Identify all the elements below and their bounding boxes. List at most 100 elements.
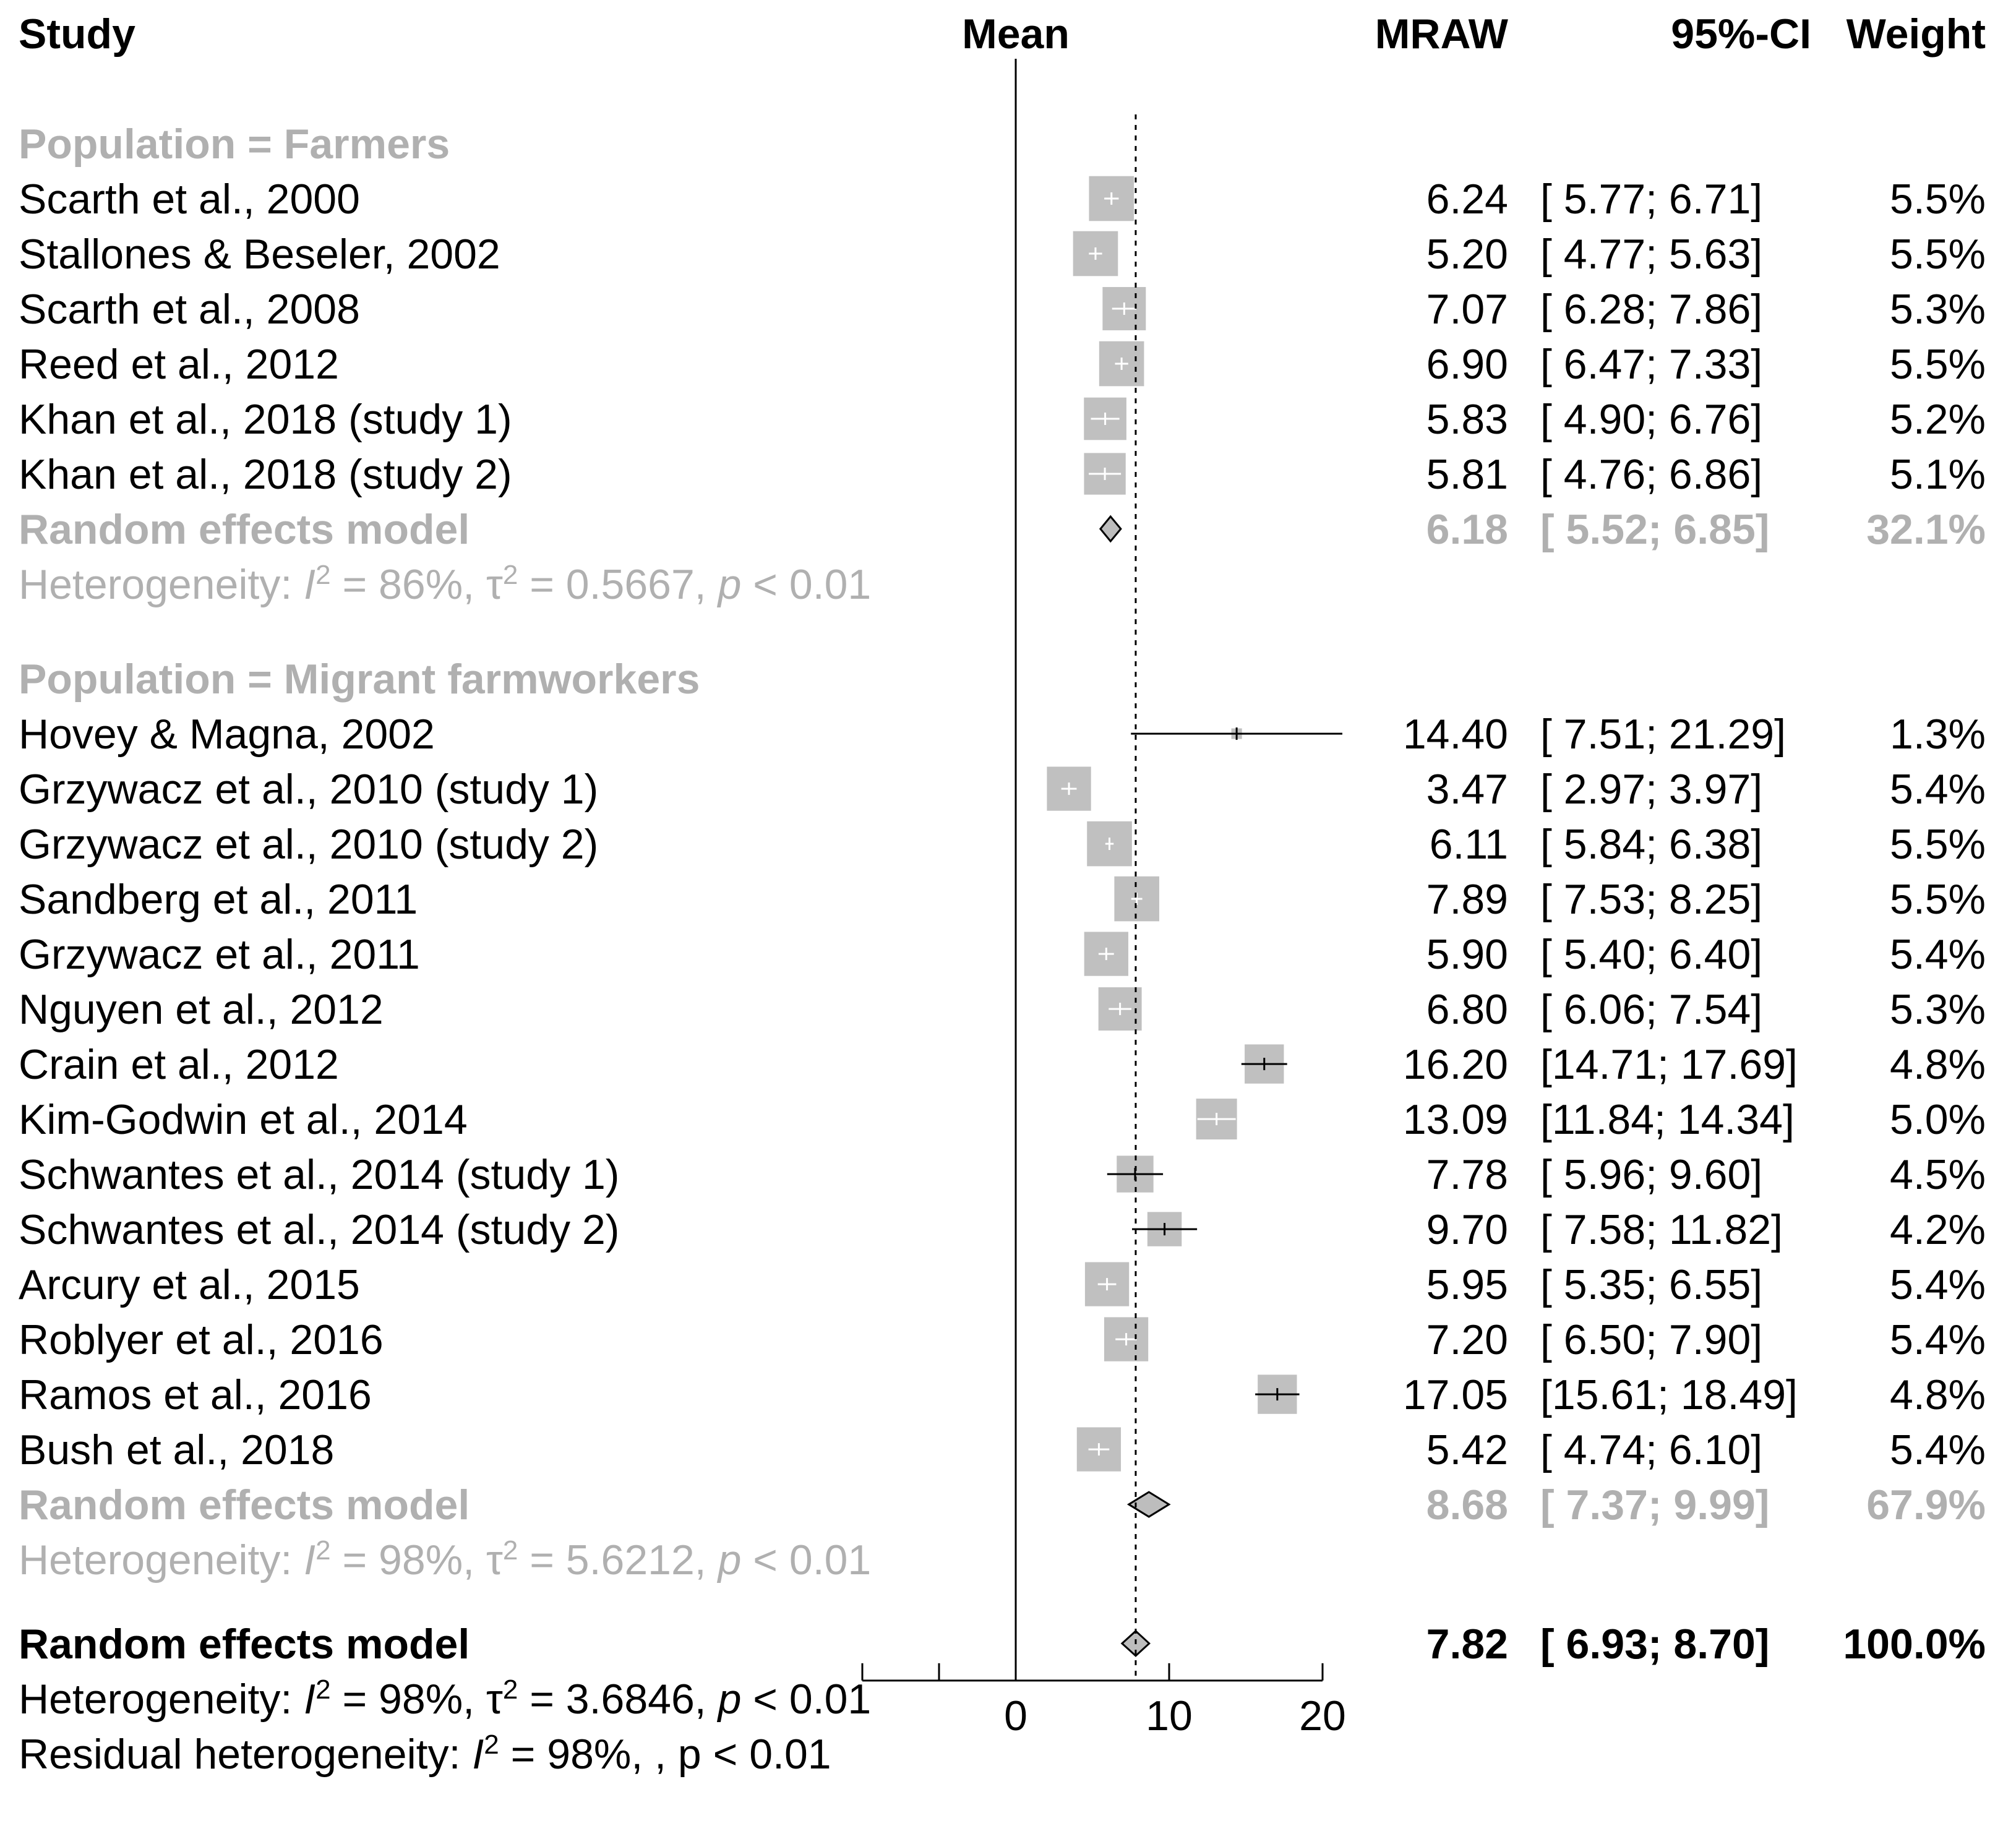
study-name: Bush et al., 2018 bbox=[19, 1426, 334, 1473]
ci-value: [ 5.35; 6.55] bbox=[1540, 1261, 1762, 1308]
study-name: Grzywacz et al., 2011 bbox=[19, 931, 420, 978]
header-weight: Weight bbox=[1847, 11, 1986, 58]
ci-value: [ 4.77; 5.63] bbox=[1540, 231, 1762, 278]
residual-heterogeneity: Residual heterogeneity: I2 = 98%, , p < … bbox=[19, 1729, 831, 1778]
mraw-value: 5.20 bbox=[1426, 231, 1508, 278]
subgroup-model-mraw: 6.18 bbox=[1426, 506, 1508, 553]
mraw-value: 5.42 bbox=[1426, 1426, 1508, 1473]
study-name: Schwantes et al., 2014 (study 2) bbox=[19, 1206, 619, 1253]
study-name: Nguyen et al., 2012 bbox=[19, 986, 384, 1033]
x-tick-label: 10 bbox=[1146, 1692, 1193, 1739]
weight-value: 4.8% bbox=[1890, 1041, 1986, 1088]
mraw-value: 13.09 bbox=[1403, 1096, 1508, 1143]
x-tick-label: 0 bbox=[1004, 1692, 1027, 1739]
subgroup-model-ci: [ 5.52; 6.85] bbox=[1540, 506, 1769, 553]
mraw-value: 6.11 bbox=[1430, 821, 1508, 868]
x-tick-label: 20 bbox=[1299, 1692, 1346, 1739]
weight-value: 5.4% bbox=[1890, 766, 1986, 813]
header-mean: Mean bbox=[962, 11, 1070, 58]
study-name: Ramos et al., 2016 bbox=[19, 1371, 372, 1418]
weight-value: 5.4% bbox=[1890, 1316, 1986, 1363]
header-mraw: MRAW bbox=[1375, 11, 1509, 58]
ci-value: [15.61; 18.49] bbox=[1540, 1371, 1798, 1418]
subgroup-heterogeneity: Heterogeneity: I2 = 86%, τ2 = 0.5667, p … bbox=[19, 560, 871, 609]
weight-value: 5.5% bbox=[1890, 231, 1986, 278]
ci-value: [ 5.96; 9.60] bbox=[1540, 1151, 1762, 1198]
mraw-value: 7.78 bbox=[1426, 1151, 1508, 1198]
weight-value: 5.2% bbox=[1890, 396, 1986, 443]
mraw-value: 6.90 bbox=[1426, 341, 1508, 388]
ci-value: [11.84; 14.34] bbox=[1540, 1096, 1795, 1143]
mraw-value: 5.90 bbox=[1426, 931, 1508, 978]
ci-value: [ 6.47; 7.33] bbox=[1540, 341, 1762, 388]
study-name: Grzywacz et al., 2010 (study 2) bbox=[19, 821, 598, 868]
header-ci: 95%-CI bbox=[1671, 11, 1811, 58]
mraw-value: 14.40 bbox=[1403, 711, 1508, 758]
study-name: Sandberg et al., 2011 bbox=[19, 876, 418, 923]
study-name: Scarth et al., 2000 bbox=[19, 176, 360, 223]
mraw-value: 16.20 bbox=[1403, 1041, 1508, 1088]
ci-value: [ 5.77; 6.71] bbox=[1540, 176, 1762, 223]
weight-value: 5.1% bbox=[1890, 451, 1986, 498]
subgroup-label: Population = Farmers bbox=[19, 121, 450, 168]
weight-value: 5.4% bbox=[1890, 931, 1986, 978]
ci-value: [ 6.50; 7.90] bbox=[1540, 1316, 1762, 1363]
study-name: Stallones & Beseler, 2002 bbox=[19, 231, 500, 278]
study-name: Hovey & Magna, 2002 bbox=[19, 711, 435, 758]
mraw-value: 7.20 bbox=[1426, 1316, 1508, 1363]
study-name: Schwantes et al., 2014 (study 1) bbox=[19, 1151, 619, 1198]
overall-model-ci: [ 6.93; 8.70] bbox=[1540, 1621, 1769, 1668]
overall-model-label: Random effects model bbox=[19, 1621, 470, 1668]
ci-value: [ 6.06; 7.54] bbox=[1540, 986, 1762, 1033]
study-name: Arcury et al., 2015 bbox=[19, 1261, 360, 1308]
ci-value: [ 7.58; 11.82] bbox=[1540, 1206, 1783, 1253]
subgroup-model-label: Random effects model bbox=[19, 506, 470, 553]
weight-value: 5.5% bbox=[1890, 341, 1986, 388]
subgroup-model-ci: [ 7.37; 9.99] bbox=[1540, 1481, 1769, 1528]
ci-value: [ 4.76; 6.86] bbox=[1540, 451, 1762, 498]
ci-value: [ 4.90; 6.76] bbox=[1540, 396, 1762, 443]
weight-value: 5.3% bbox=[1890, 986, 1986, 1033]
ci-value: [ 2.97; 3.97] bbox=[1540, 766, 1762, 813]
mraw-value: 6.80 bbox=[1426, 986, 1508, 1033]
weight-value: 5.0% bbox=[1890, 1096, 1986, 1143]
mraw-value: 17.05 bbox=[1403, 1371, 1508, 1418]
subgroup-model-weight: 67.9% bbox=[1866, 1481, 1986, 1528]
subgroup-label: Population = Migrant farmworkers bbox=[19, 656, 700, 703]
study-name: Roblyer et al., 2016 bbox=[19, 1316, 384, 1363]
ci-value: [14.71; 17.69] bbox=[1540, 1041, 1798, 1088]
weight-value: 4.5% bbox=[1890, 1151, 1986, 1198]
ci-value: [ 4.74; 6.10] bbox=[1540, 1426, 1762, 1473]
mraw-value: 6.24 bbox=[1426, 176, 1508, 223]
study-name: Kim-Godwin et al., 2014 bbox=[19, 1096, 468, 1143]
mraw-value: 7.89 bbox=[1426, 876, 1508, 923]
subgroup-heterogeneity: Heterogeneity: I2 = 98%, τ2 = 5.6212, p … bbox=[19, 1535, 871, 1584]
weight-value: 5.4% bbox=[1890, 1426, 1986, 1473]
mraw-value: 9.70 bbox=[1426, 1206, 1508, 1253]
mraw-value: 7.07 bbox=[1426, 286, 1508, 333]
subgroup-diamond bbox=[1126, 1491, 1171, 1518]
overall-model-mraw: 7.82 bbox=[1426, 1621, 1508, 1668]
study-name: Crain et al., 2012 bbox=[19, 1041, 339, 1088]
study-name: Khan et al., 2018 (study 2) bbox=[19, 451, 512, 498]
mraw-value: 5.95 bbox=[1426, 1261, 1508, 1308]
subgroup-model-label: Random effects model bbox=[19, 1481, 470, 1528]
study-name: Reed et al., 2012 bbox=[19, 341, 339, 388]
ci-value: [ 6.28; 7.86] bbox=[1540, 286, 1762, 333]
weight-value: 5.5% bbox=[1890, 821, 1986, 868]
weight-value: 5.4% bbox=[1890, 1261, 1986, 1308]
overall-model-weight: 100.0% bbox=[1843, 1621, 1986, 1668]
mraw-value: 5.83 bbox=[1426, 396, 1508, 443]
weight-value: 5.5% bbox=[1890, 876, 1986, 923]
subgroup-model-mraw: 8.68 bbox=[1426, 1481, 1508, 1528]
subgroup-diamond bbox=[1099, 515, 1122, 543]
ci-value: [ 5.84; 6.38] bbox=[1540, 821, 1762, 868]
overall-heterogeneity: Heterogeneity: I2 = 98%, τ2 = 3.6846, p … bbox=[19, 1674, 871, 1723]
weight-value: 5.3% bbox=[1890, 286, 1986, 333]
ci-value: [ 7.53; 8.25] bbox=[1540, 876, 1762, 923]
mraw-value: 5.81 bbox=[1426, 451, 1508, 498]
mraw-value: 3.47 bbox=[1426, 766, 1508, 813]
study-name: Grzywacz et al., 2010 (study 1) bbox=[19, 766, 598, 813]
